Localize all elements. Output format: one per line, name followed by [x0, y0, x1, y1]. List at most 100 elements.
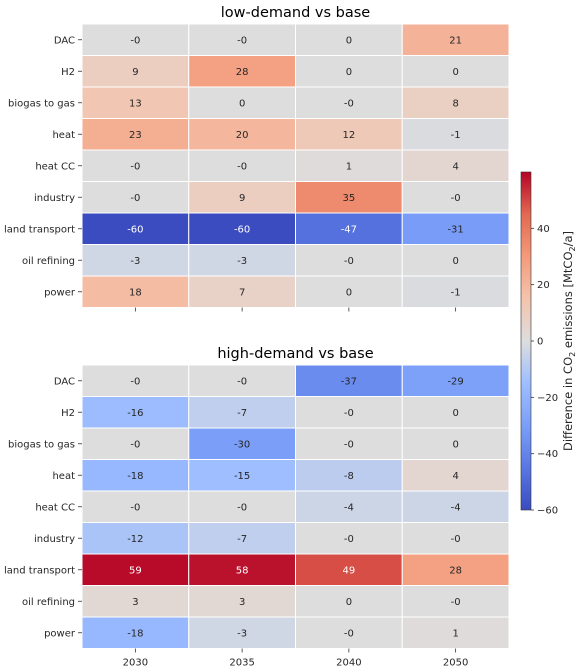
- cell-value-label: -4: [344, 502, 354, 513]
- cell-value-label: -18: [127, 628, 143, 639]
- heatmap-cell: [188, 23, 296, 56]
- y-tick-label: heat: [52, 130, 75, 141]
- heatmap-cell: [188, 149, 296, 182]
- heatmap-cell: [401, 55, 510, 88]
- cell-value-label: -0: [451, 597, 461, 608]
- heatmap-cell: [295, 553, 403, 586]
- cell-value-label: -15: [234, 471, 250, 482]
- x-tick-label: 2030: [123, 658, 148, 669]
- x-tick-label: 2035: [229, 658, 254, 669]
- cell-value-label: -0: [344, 408, 354, 419]
- panel-title: high-demand vs base: [217, 346, 373, 362]
- cell-value-label: -0: [451, 193, 461, 204]
- heatmap-cell: [401, 118, 510, 151]
- heatmap-cell: [401, 364, 510, 397]
- cell-value-label: 23: [129, 130, 142, 141]
- y-tick-label: H2: [61, 408, 75, 419]
- cell-value-label: 4: [452, 161, 458, 172]
- colorbar-tick-label: 40: [537, 224, 550, 235]
- cell-value-label: 0: [239, 98, 245, 109]
- heatmap-cell: [81, 522, 190, 555]
- heatmap-cell: [401, 86, 510, 119]
- cell-value-label: -0: [344, 628, 354, 639]
- heatmap-cell: [81, 23, 190, 56]
- cell-value-label: -0: [344, 98, 354, 109]
- cell-value-label: -31: [447, 224, 463, 235]
- heatmap-cell: [295, 427, 403, 460]
- heatmap-cell: [401, 275, 510, 308]
- heatmap-cell: [188, 616, 296, 649]
- colorbar-tick-label: 20: [537, 280, 550, 291]
- x-tick-label: 2040: [336, 658, 361, 669]
- panel-high-demand: high-demand vs base -0 -0 -37 -29 DAC -16 -7 -0 0…: [4, 346, 510, 653]
- y-tick-label: DAC: [54, 35, 75, 46]
- x-axis: 2030 2035 2040 2050: [123, 658, 469, 669]
- cell-value-label: 49: [343, 565, 356, 576]
- heatmap-cell: [401, 244, 510, 277]
- cell-value-label: 3: [239, 597, 245, 608]
- heatmap-cell: [295, 149, 403, 182]
- cell-value-label: 3: [132, 597, 138, 608]
- heatmap-cell: [401, 585, 510, 618]
- heatmap-cell: [401, 427, 510, 460]
- heatmap-cell: [295, 364, 403, 397]
- cell-value-label: 0: [346, 67, 352, 78]
- cell-value-label: 35: [343, 193, 356, 204]
- cell-value-label: -0: [344, 534, 354, 545]
- colorbar-tick-label: −40: [537, 449, 558, 460]
- cell-value-label: -16: [127, 408, 143, 419]
- cell-value-label: -0: [130, 161, 140, 172]
- colorbar-tick-label: 0: [537, 337, 543, 348]
- cell-value-label: -18: [127, 471, 143, 482]
- heatmap-cell: [81, 585, 190, 618]
- heatmap-cell: [295, 585, 403, 618]
- cell-value-label: -0: [451, 534, 461, 545]
- cell-value-label: 0: [452, 439, 458, 450]
- cell-value-label: 28: [449, 565, 462, 576]
- cell-value-label: 12: [343, 130, 356, 141]
- cell-value-label: 0: [346, 597, 352, 608]
- heatmap-cell: [401, 522, 510, 555]
- heatmap-cell: [81, 275, 190, 308]
- cell-value-label: 20: [236, 130, 249, 141]
- cell-value-label: -60: [234, 224, 250, 235]
- cell-value-label: -0: [130, 35, 140, 46]
- cell-value-label: 18: [129, 287, 142, 298]
- y-tick-label: land transport: [4, 565, 75, 576]
- cell-value-label: -0: [344, 256, 354, 267]
- cell-value-label: 0: [452, 408, 458, 419]
- cell-value-label: 9: [239, 193, 245, 204]
- heatmap-cell: [401, 459, 510, 492]
- heatmap-cell: [188, 181, 296, 214]
- colorbar-tick-label: −20: [537, 393, 558, 404]
- heatmap-cell: [295, 616, 403, 649]
- y-tick-label: heat CC: [35, 161, 75, 172]
- cell-value-label: -0: [130, 376, 140, 387]
- heatmap-cell: [295, 459, 403, 492]
- panel-title: low-demand vs base: [221, 5, 371, 21]
- cell-value-label: -1: [451, 130, 461, 141]
- x-tick-label: 2050: [443, 658, 468, 669]
- heatmap-cell: [188, 244, 296, 277]
- y-tick-label: heat: [52, 471, 75, 482]
- cell-value-label: 0: [452, 256, 458, 267]
- cell-value-label: 0: [346, 287, 352, 298]
- heatmap-cell: [401, 149, 510, 182]
- heatmap-cell: [401, 23, 510, 56]
- heatmap-cell: [188, 490, 296, 523]
- panel-low-demand: low-demand vs base -0 -0 0 21 DAC 9 28 0 0 H2 13 0 -0…: [4, 5, 510, 312]
- cell-value-label: -60: [127, 224, 143, 235]
- y-tick-label: oil refining: [22, 597, 75, 608]
- y-tick-label: oil refining: [22, 256, 75, 267]
- cell-value-label: -3: [130, 256, 140, 267]
- cell-value-label: -0: [130, 193, 140, 204]
- cell-value-label: -0: [130, 502, 140, 513]
- cell-value-label: -7: [237, 534, 247, 545]
- cell-value-label: -7: [237, 408, 247, 419]
- heatmap-cell: [401, 212, 510, 245]
- cell-value-label: -8: [344, 471, 354, 482]
- y-tick-label: industry: [34, 534, 75, 545]
- colorbar-gradient: [520, 171, 532, 511]
- cell-value-label: 28: [236, 67, 249, 78]
